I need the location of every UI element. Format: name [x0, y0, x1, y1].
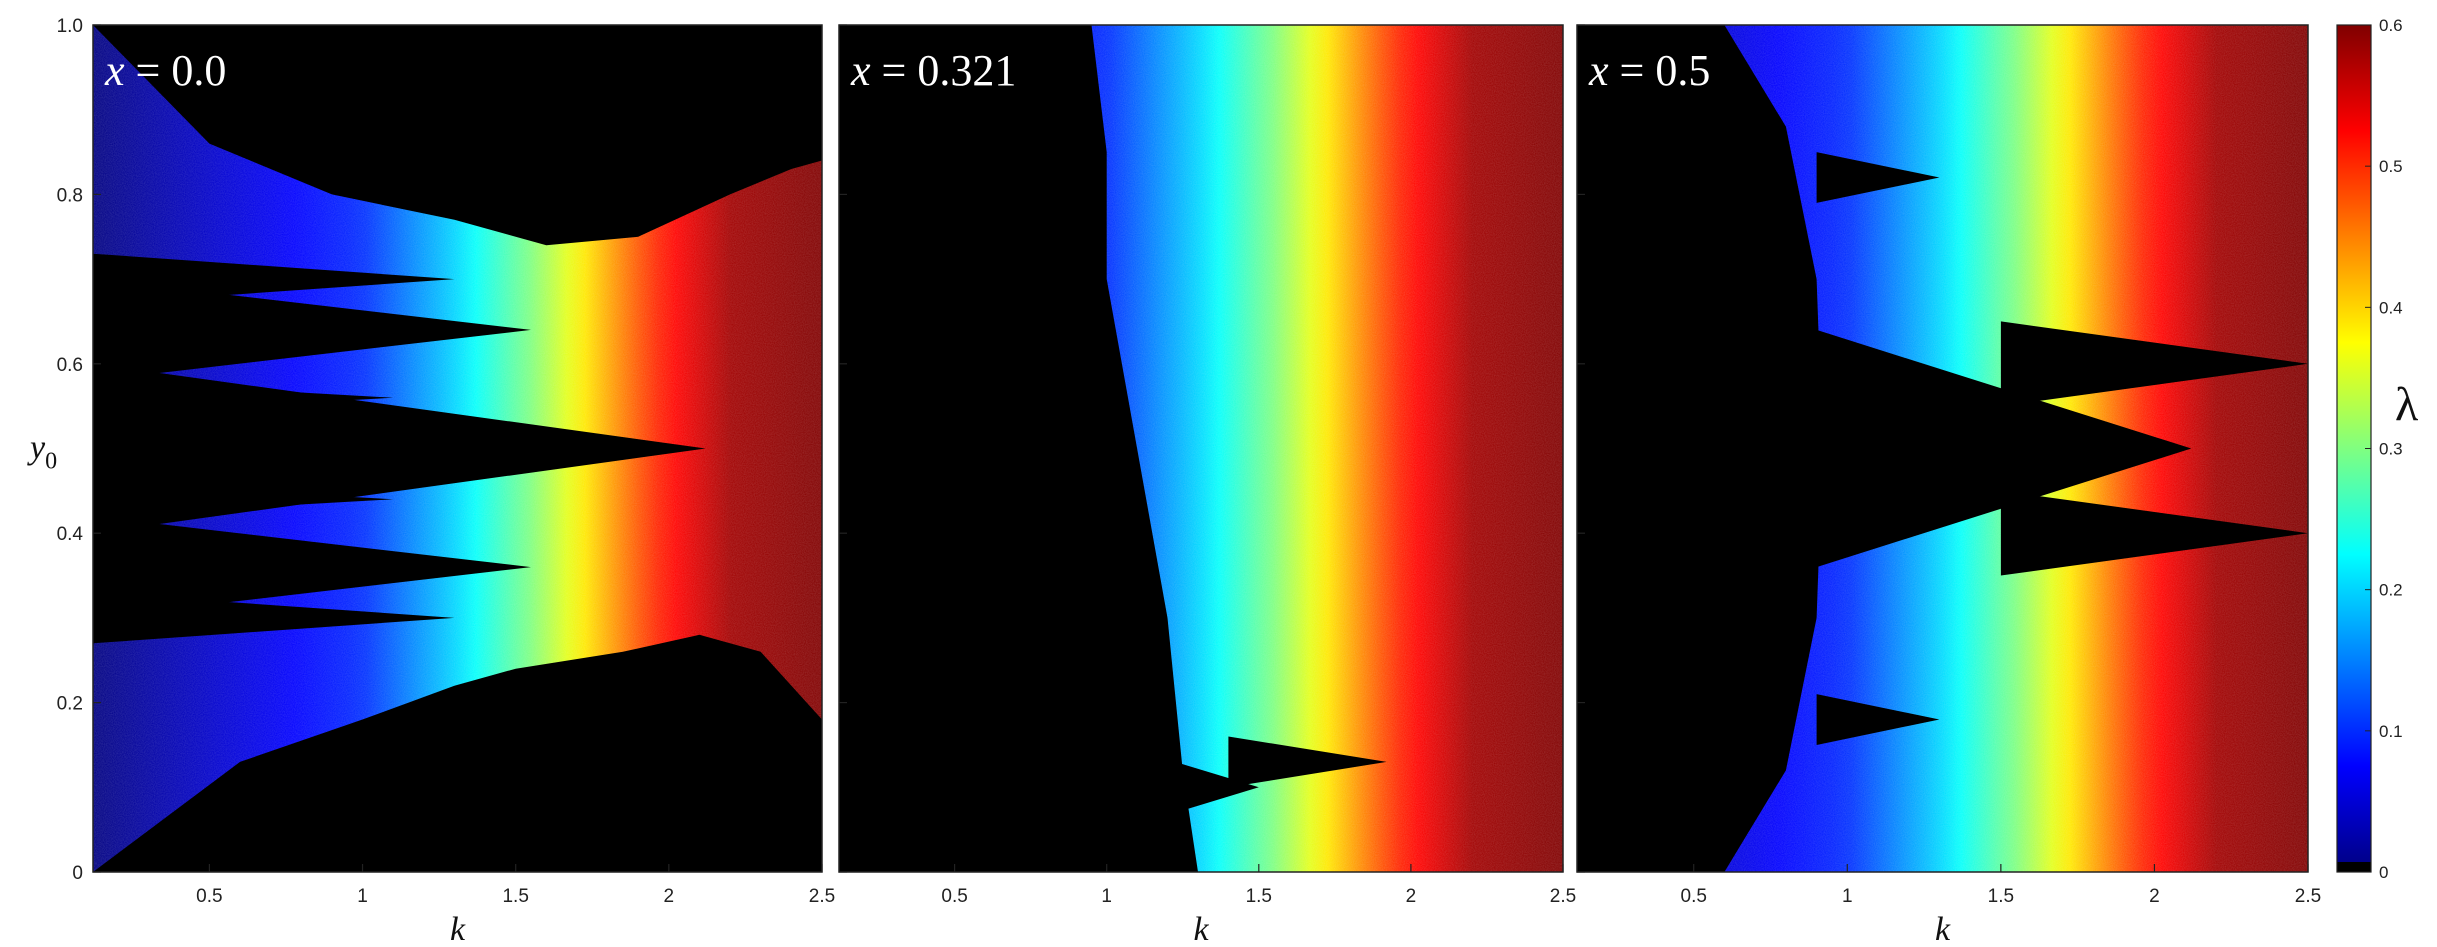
panel-label: x = 0.5	[1588, 46, 1710, 95]
x-tick-label: 2.5	[2295, 886, 2321, 907]
x-tick-label: 1.5	[1988, 886, 2014, 907]
panel-label: x = 0.321	[850, 46, 1016, 95]
panel-label-value: 0.5	[1655, 46, 1710, 95]
stable-wedge-2	[93, 279, 531, 381]
stable-wedge-6	[93, 380, 394, 415]
x-tick-label: 1.5	[502, 886, 528, 907]
x-tick-label: 0.5	[196, 886, 222, 907]
stable-wedge-2	[1091, 736, 1259, 839]
y-axis-label: y0	[27, 430, 57, 475]
panel-label-eq: =	[1609, 46, 1656, 95]
panel-frame	[838, 24, 1564, 873]
x-tick-label: 1	[1842, 886, 1853, 907]
panel-label-value: 0.321	[917, 46, 1016, 95]
x-tick-label: 0.5	[941, 886, 967, 907]
x-tick-label: 2.5	[809, 886, 835, 907]
panel-frame	[92, 24, 823, 873]
colorbar-tick-label: 0.1	[2379, 722, 2403, 741]
x-tick-label: 1	[1101, 886, 1112, 907]
colorbar-label: λ	[2395, 378, 2419, 431]
y-tick-label: 0.8	[57, 185, 83, 206]
y-tick-label: 0.4	[57, 524, 84, 545]
x-tick-label: 2	[664, 886, 675, 907]
stable-wedge-7	[93, 482, 394, 517]
panel-label-value: 0.0	[171, 46, 226, 95]
x-tick-label: 2	[2149, 886, 2160, 907]
stable-wedge-1	[1228, 736, 1387, 788]
x-tick-label: 1.5	[1246, 886, 1272, 907]
panel-3: 0.5 1 1.5 2 2.5 k x = 0.5	[1576, 24, 2321, 947]
heatmap-area	[93, 25, 822, 872]
stable-wedge-4	[1816, 152, 1940, 203]
stable-wedge-2	[2000, 321, 2308, 407]
panel-2: 0.5 1 1.5 2 2.5 k x = 0.321	[838, 24, 1576, 947]
stable-wedge-5	[1816, 694, 1940, 745]
heatmap-area	[1577, 25, 2308, 872]
colorbar: 0 0.1 0.2 0.3 0.4 0.5 0.6 λ	[2336, 16, 2419, 882]
x-tick-label: 2.5	[1550, 886, 1576, 907]
heatmap-area	[839, 25, 1563, 872]
stable-region-2	[93, 25, 822, 246]
panel-1: 0.5 1 1.5 2 2.5 0 0.2 0.4 0.6 0.8 1.0 k y0 x = 0.0	[27, 16, 835, 947]
panel-frame	[1576, 24, 2309, 873]
panel-label-var: x	[104, 46, 125, 95]
y-tick-label: 0	[72, 863, 83, 884]
colorbar-tick-label: 0	[2379, 863, 2388, 882]
x-tick-label: 2	[1406, 886, 1417, 907]
colorbar-tick-label: 0.6	[2379, 16, 2403, 35]
stable-wedge-4	[93, 253, 455, 305]
stable-wedge-3	[2000, 490, 2308, 576]
x-tick-label: 0.5	[1681, 886, 1707, 907]
panel-label-var: x	[1588, 46, 1609, 95]
colorbar-tick-label: 0.4	[2379, 298, 2403, 317]
panel-label-eq: =	[125, 46, 172, 95]
panel-label-eq: =	[871, 46, 918, 95]
x-axis-label: k	[450, 911, 466, 947]
x-axis-label: k	[1193, 911, 1209, 947]
stable-region-1	[1577, 25, 1823, 872]
stable-region-1	[839, 25, 1198, 872]
colorbar-stable-band	[2337, 862, 2371, 872]
panel-label-var: x	[850, 46, 871, 95]
stable-wedge-5	[93, 592, 455, 644]
stable-wedge-3	[93, 516, 531, 618]
panel-label: x = 0.0	[104, 46, 226, 95]
stable-wedge-1	[1816, 329, 2192, 568]
colorbar-tick-label: 0.3	[2379, 440, 2403, 459]
colorbar-tick-label: 0.5	[2379, 157, 2403, 176]
y-tick-label: 0.2	[57, 694, 83, 715]
y-tick-label: 1.0	[57, 16, 83, 37]
y-tick-label: 0.6	[57, 355, 83, 376]
x-tick-label: 1	[357, 886, 368, 907]
x-axis-label: k	[1935, 911, 1951, 947]
y-axis-label-subscript: 0	[45, 449, 57, 475]
colorbar-tick-label: 0.2	[2379, 581, 2403, 600]
stable-wedge-1	[93, 363, 706, 534]
stable-region-1	[93, 634, 822, 872]
